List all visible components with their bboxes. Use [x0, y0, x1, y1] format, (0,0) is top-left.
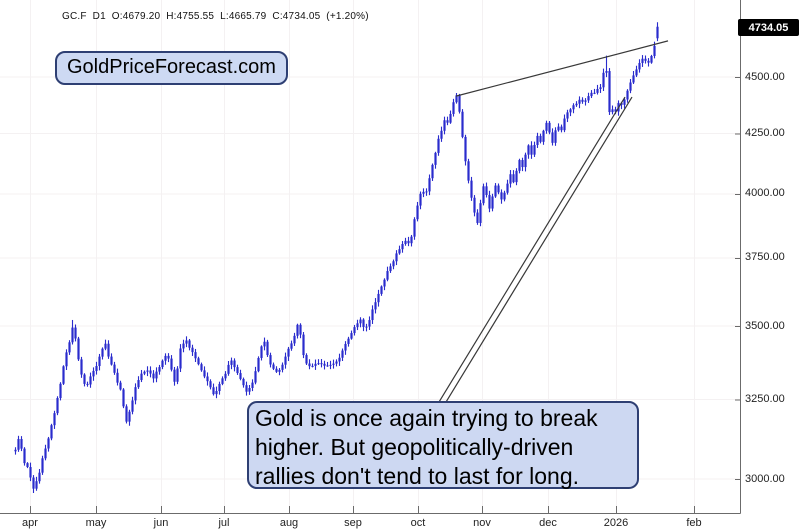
ohlc-header: GC.F D1 O:4679.20 H:4755.55 L:4665.79 C:…	[62, 11, 369, 22]
trendlines-group	[437, 40, 669, 404]
annotation-line: rallies don't tend to last for long.	[255, 463, 580, 489]
annotation-callout: Gold is once again trying to break highe…	[247, 401, 639, 489]
axes-group	[0, 0, 741, 514]
annotation-line: Gold is once again trying to break	[255, 405, 598, 431]
candles-group	[14, 22, 659, 493]
annotation-line: higher. But geopolitically-driven	[255, 434, 574, 460]
last-price-value: 4734.05	[748, 21, 789, 34]
trendline-resistance	[455, 40, 669, 97]
watermark-badge: GoldPriceForecast.com	[55, 51, 288, 85]
trendline-support-inner	[437, 96, 626, 404]
watermark-label: GoldPriceForecast.com	[67, 56, 276, 78]
last-price-marker: 4734.05	[738, 19, 799, 36]
trendline-support-outer	[444, 96, 633, 404]
